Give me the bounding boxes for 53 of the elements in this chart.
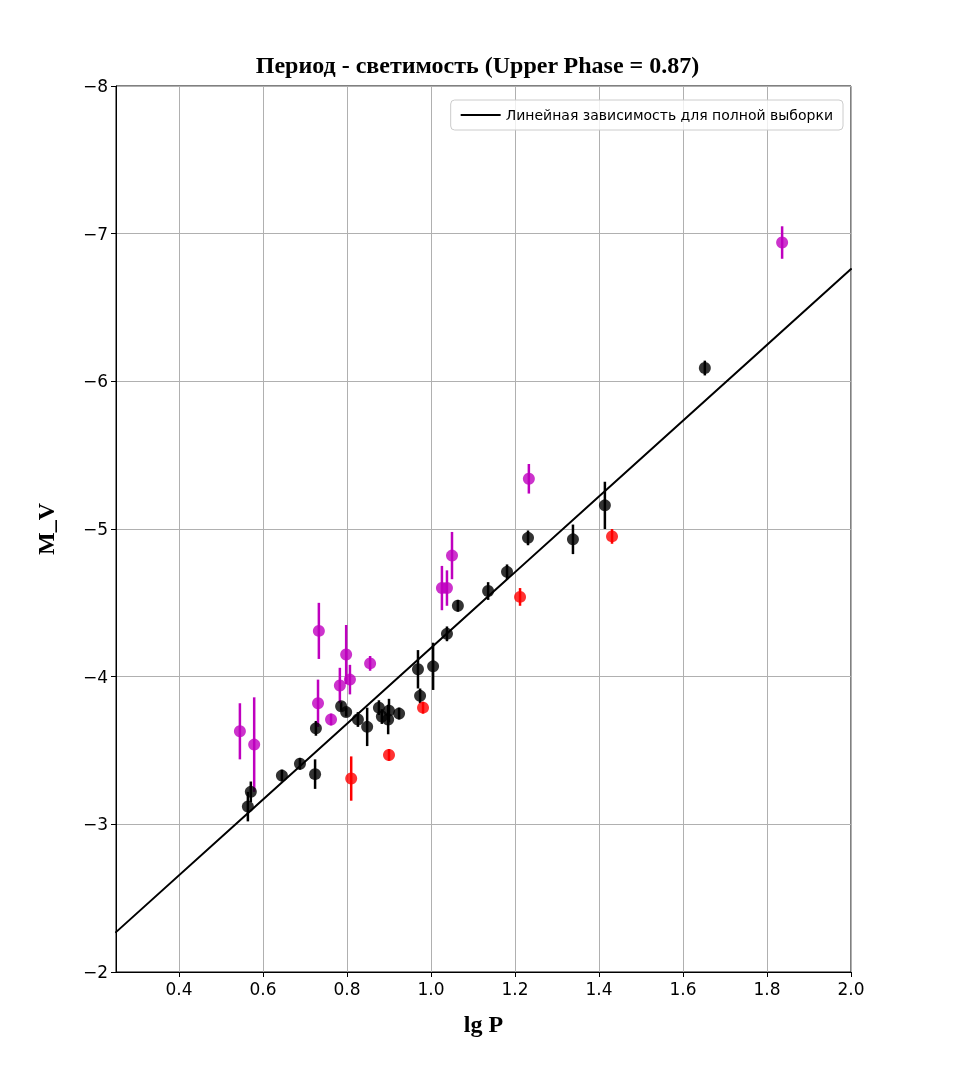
point	[411, 663, 424, 676]
point	[514, 590, 527, 603]
point	[606, 530, 619, 543]
point	[393, 707, 406, 720]
point	[598, 499, 611, 512]
x-tick-label: 1.4	[585, 978, 613, 999]
point	[309, 768, 322, 781]
point	[343, 673, 356, 686]
point	[364, 657, 377, 670]
point	[340, 648, 353, 661]
y-tick-label: −2	[82, 962, 108, 982]
point	[248, 738, 261, 751]
point	[522, 531, 535, 544]
x-tick-label: 0.8	[333, 978, 361, 999]
x-tick-label: 1.8	[753, 978, 781, 999]
point	[417, 701, 430, 714]
point	[427, 660, 440, 673]
point	[361, 720, 374, 733]
point	[233, 725, 246, 738]
x-tick-label: 1.2	[501, 978, 529, 999]
point	[501, 565, 514, 578]
x-tick-label: 0.6	[249, 978, 277, 999]
y-tick-label: −6	[82, 371, 108, 392]
point	[244, 785, 257, 798]
y-tick-label: −7	[82, 223, 108, 244]
x-axis-title: lg P	[463, 1011, 504, 1037]
y-axis-title: M_V	[33, 502, 59, 555]
point	[275, 769, 288, 782]
point	[325, 713, 338, 726]
point	[333, 679, 346, 692]
legend-label: Линейная зависимость для полной выборки	[505, 107, 833, 123]
point	[446, 549, 458, 562]
x-tick-label: 1.6	[669, 978, 697, 999]
point	[340, 706, 353, 719]
y-tick-label: −3	[82, 814, 108, 835]
point	[776, 236, 789, 249]
y-tick-label: −8	[82, 76, 108, 96]
point	[345, 772, 358, 785]
point	[312, 624, 325, 637]
x-tick-label: 2.0	[837, 978, 865, 999]
y-tick-label: −4	[82, 666, 108, 687]
point	[451, 599, 464, 612]
x-tick-label: 0.4	[165, 978, 193, 999]
point	[383, 704, 395, 717]
point	[309, 722, 322, 735]
point	[312, 697, 325, 710]
point	[698, 362, 711, 375]
x-tick-label: 1.0	[417, 978, 445, 999]
point	[566, 533, 579, 546]
chart-title: Период - светимость (Upper Phase = 0.87)	[255, 52, 700, 78]
point	[383, 748, 395, 761]
point	[522, 472, 535, 485]
y-tick-label: −5	[82, 519, 108, 539]
